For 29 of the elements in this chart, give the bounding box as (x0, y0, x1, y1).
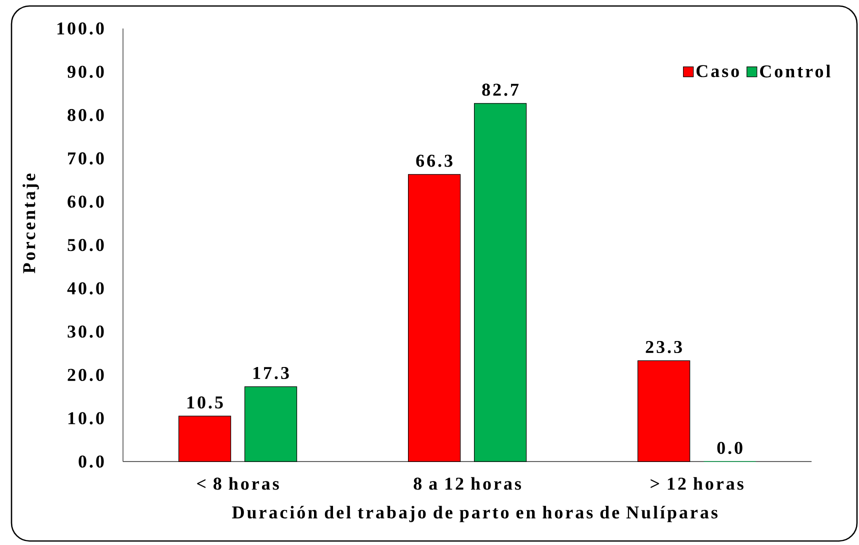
y-tick-label: 0.0 (78, 455, 104, 468)
x-tick-label: < 8 horas (197, 477, 279, 490)
data-label: 17.3 (253, 366, 289, 380)
y-tick-label: 20.0 (68, 368, 104, 382)
data-label: 10.5 (187, 396, 223, 409)
y-tick-label: 90.0 (68, 66, 104, 78)
legend-label: Control (760, 64, 830, 78)
y-axis-title: Porcentaje (22, 174, 39, 274)
x-axis-title: Duración del trabajo de parto en horas de Nulíparas (232, 506, 718, 522)
y-tick-label: 70.0 (68, 152, 104, 165)
y-tick-label: 80.0 (68, 109, 104, 122)
y-tick-label: 100.0 (58, 22, 104, 35)
y-tick-label: 50.0 (68, 238, 104, 252)
bar (408, 174, 461, 462)
y-tick-label: 60.0 (68, 196, 104, 208)
bar (638, 360, 690, 462)
y-tick-label: 10.0 (68, 412, 104, 424)
bar (178, 416, 232, 462)
x-tick-label: 8 a 12 horas (414, 477, 522, 490)
data-label: 82.7 (482, 84, 519, 96)
bar (244, 386, 298, 462)
data-label: 66.3 (416, 154, 452, 167)
bar (474, 103, 527, 462)
legend-label: Caso (696, 65, 739, 78)
data-label: 0.0 (717, 442, 742, 454)
x-tick-label: > 12 horas (650, 477, 744, 490)
y-tick-label: 40.0 (67, 282, 104, 294)
data-label: 23.3 (646, 340, 682, 354)
y-tick-label: 30.0 (68, 326, 104, 338)
